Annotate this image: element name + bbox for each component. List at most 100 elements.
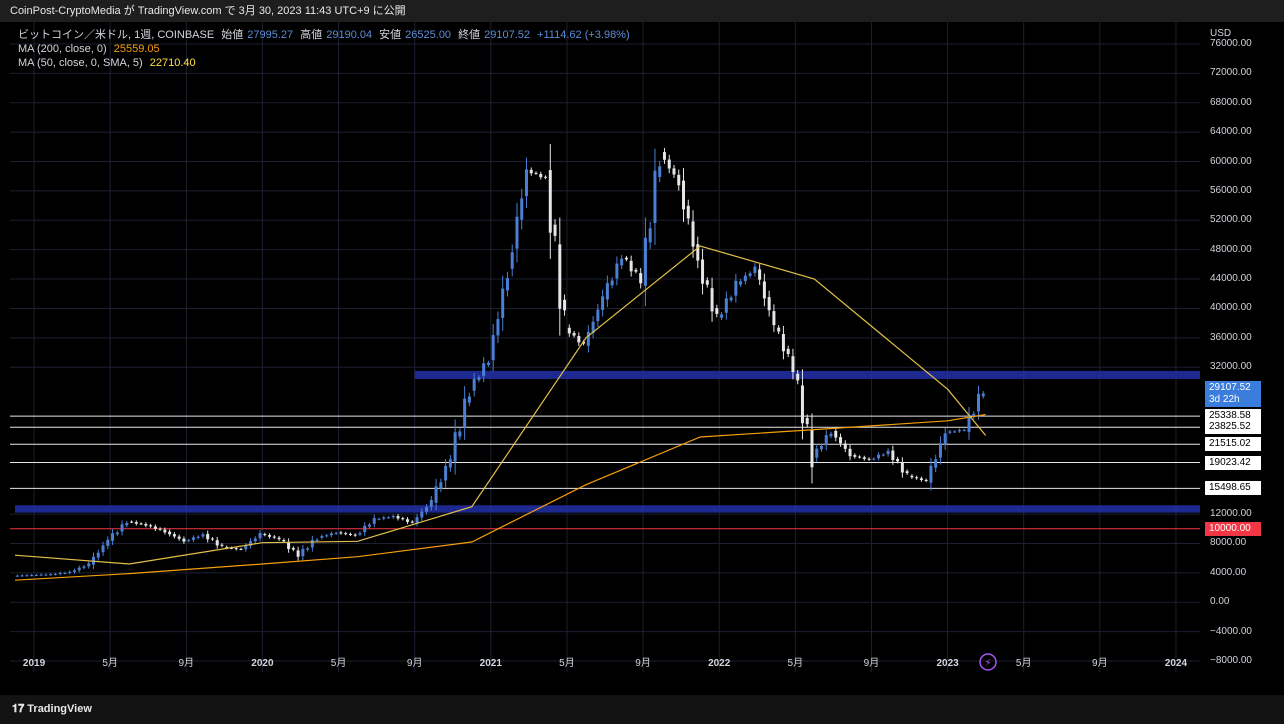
price-chart[interactable]: 2019 5月 9月 2020 5月 9月 2021 5月 9月 2022 5月 9月 2023 5月 9月… (10, 22, 1200, 672)
candle-body (491, 335, 495, 361)
candle-body (658, 166, 662, 177)
candle-body (643, 237, 647, 286)
candle-body (900, 462, 904, 473)
candle-body (943, 433, 947, 445)
tv-logo-icon: 𝟏𝟕 (12, 703, 25, 715)
candle-body (924, 479, 928, 481)
ma200-label: MA (200, close, 0) (18, 43, 107, 55)
candle-body (796, 373, 800, 381)
x-tick-label: 5月 (102, 657, 118, 669)
candle-body (739, 281, 743, 285)
candle-body (101, 545, 105, 553)
candle-body (877, 454, 881, 459)
candle-body (282, 540, 286, 542)
candle-body (815, 448, 819, 458)
candle-body (648, 228, 652, 243)
candle-body (329, 533, 333, 536)
candle-body (20, 575, 24, 577)
y-tick-label: 12000.00 (1210, 508, 1252, 520)
candle-body (301, 548, 305, 557)
candle-body (458, 431, 462, 437)
candle-body (63, 572, 67, 574)
candle-body (477, 377, 481, 381)
candle-body (582, 341, 586, 344)
candle-body (306, 548, 310, 550)
candle-body (334, 532, 338, 534)
candle-body (758, 269, 762, 280)
candle-body (791, 356, 795, 372)
candle-body (467, 396, 471, 403)
candle-body (201, 534, 205, 537)
symbol-label: ビットコイン／米ドル, 1週, COINBASE (18, 29, 215, 41)
candle-body (44, 574, 48, 576)
y-tick-label: 36000.00 (1210, 331, 1252, 343)
low-label: 安値 (379, 29, 402, 41)
x-tick-label: 2019 (23, 658, 46, 669)
currency-label: USD (1210, 28, 1232, 39)
candle-body (68, 571, 72, 573)
candle-body (291, 547, 295, 550)
candle-body (596, 309, 600, 322)
candle-body (30, 575, 34, 577)
high-value: 29190.04 (326, 29, 373, 41)
candle-body (938, 443, 942, 458)
candle-body (401, 518, 405, 520)
candle-body (234, 548, 238, 550)
lightning-glyph: ⚡ (984, 658, 991, 669)
candle-body (834, 430, 838, 438)
candle-body (824, 435, 828, 446)
candle-body (448, 459, 452, 468)
candle-body (429, 499, 433, 507)
candle-body (158, 528, 162, 530)
candle-body (496, 319, 500, 336)
y-tick-label: 40000.00 (1210, 302, 1252, 314)
candle-body (472, 378, 476, 391)
x-tick-label: 5月 (1016, 657, 1032, 669)
y-tick-label: 8000.00 (1210, 537, 1247, 549)
ma50-line (14, 245, 987, 565)
x-tick-label: 2023 (936, 658, 959, 669)
resistance-zone (414, 370, 1200, 379)
candle-body (87, 563, 91, 567)
candle-body (577, 336, 581, 343)
candle-body (715, 308, 719, 314)
candle-body (829, 433, 833, 437)
y-tick-label: 64000.00 (1210, 126, 1252, 138)
candle-body (277, 537, 281, 540)
ma50-label: MA (50, close, 0, SMA, 5) (18, 57, 143, 69)
candle-body (134, 522, 138, 524)
candle-body (249, 541, 253, 546)
candle-body (910, 475, 914, 478)
candle-body (962, 429, 966, 431)
y-tick-label: 0.00 (1210, 596, 1230, 608)
candle-body (886, 450, 890, 455)
tradingview-logo: 𝟏𝟕 TradingView (12, 703, 92, 716)
candle-body (34, 574, 38, 576)
y-tick-label: 76000.00 (1210, 38, 1252, 50)
candle-body (686, 205, 690, 219)
candle-body (601, 296, 605, 310)
candle-body (520, 198, 524, 220)
candle-body (177, 536, 181, 539)
candle-body (620, 258, 624, 266)
candle-body (320, 536, 324, 538)
candle-body (210, 538, 214, 540)
candle-body (244, 545, 248, 550)
publish-info: CoinPost-CryptoMedia が TradingView.com で… (10, 5, 406, 17)
candle-body (191, 537, 195, 540)
candle-body (505, 277, 509, 291)
candle-body (891, 450, 895, 460)
bar-countdown: 3d 22h (1209, 394, 1240, 406)
candle-body (915, 477, 919, 479)
candle-body (605, 283, 609, 300)
candle-body (777, 327, 781, 332)
candle-body (967, 414, 971, 432)
candle-body (839, 437, 843, 444)
change-value: +1114.62 (+3.98%) (537, 29, 630, 41)
candle-body (344, 533, 348, 535)
y-tick-label: 68000.00 (1210, 96, 1252, 108)
last-price-value: 29107.52 (1209, 382, 1251, 394)
open-label: 始値 (221, 29, 244, 41)
candle-body (82, 566, 86, 568)
candle-body (781, 334, 785, 352)
